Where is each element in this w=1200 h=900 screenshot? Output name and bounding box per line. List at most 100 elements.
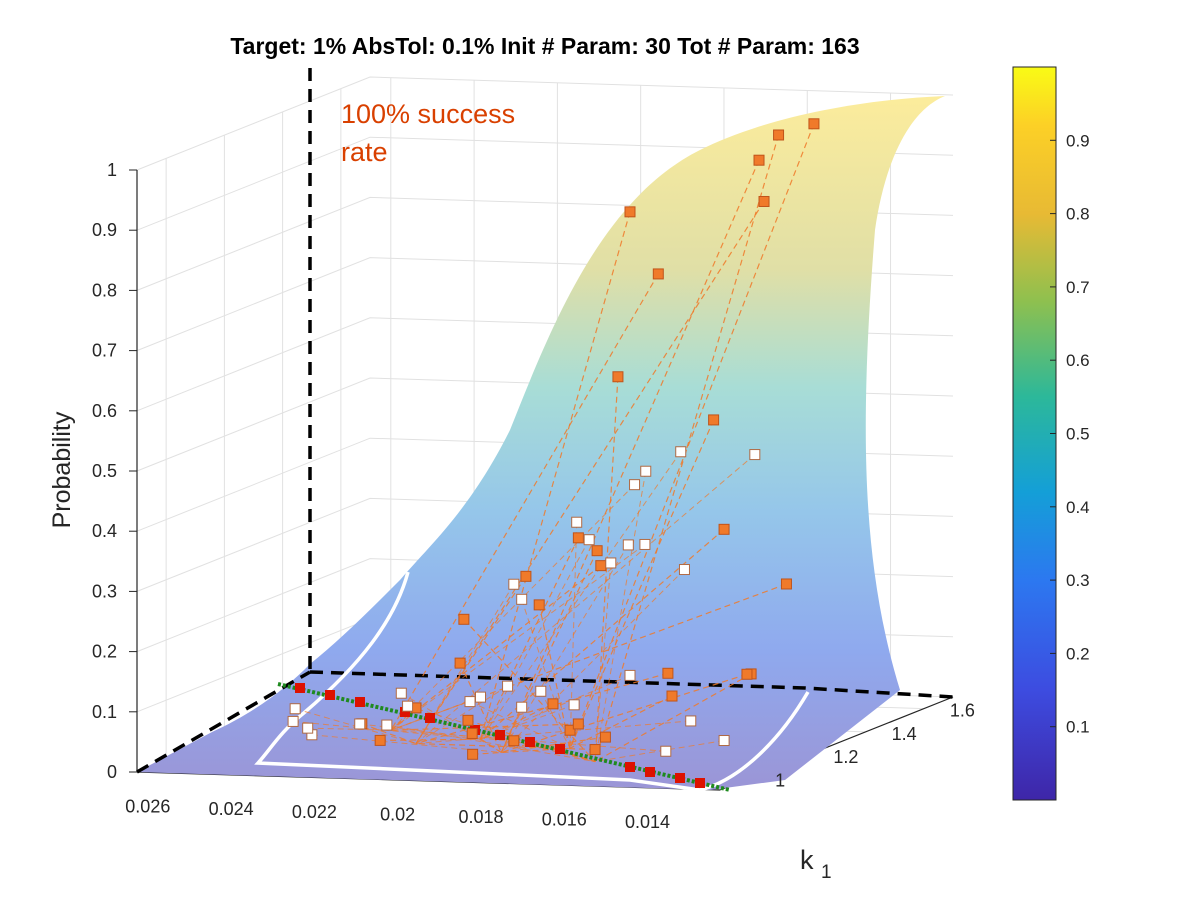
z-tick-label: 1 bbox=[107, 160, 117, 180]
filled-marker bbox=[753, 154, 765, 166]
trajectory-line bbox=[501, 736, 606, 754]
open-marker bbox=[395, 687, 407, 699]
open-marker bbox=[302, 722, 314, 734]
red-marker bbox=[425, 713, 435, 723]
red-marker bbox=[295, 683, 305, 693]
trajectory-line bbox=[390, 484, 635, 731]
filled-marker bbox=[808, 118, 820, 130]
red-marker bbox=[625, 762, 635, 772]
z-tick-label: 0.5 bbox=[92, 461, 117, 481]
open-marker bbox=[516, 701, 528, 713]
trajectory-line bbox=[480, 703, 554, 740]
red-marker bbox=[355, 697, 365, 707]
boundary-dashed-floor-left bbox=[136, 670, 311, 774]
filled-marker bbox=[572, 718, 584, 730]
filled-marker bbox=[666, 690, 678, 702]
trajectory-line bbox=[594, 134, 780, 762]
annotation-success-line2: rate bbox=[341, 137, 388, 167]
open-marker bbox=[685, 715, 697, 727]
colorbar-tick-label: 0.9 bbox=[1066, 131, 1090, 150]
z-tick-label: 0.7 bbox=[92, 341, 117, 361]
open-marker bbox=[568, 699, 580, 711]
colorbar-tick-label: 0.1 bbox=[1066, 718, 1090, 737]
trajectory-lines bbox=[293, 123, 815, 763]
green-series-line bbox=[277, 682, 731, 792]
z-tick-label: 0 bbox=[107, 762, 117, 782]
x-axis-label-subscript: 1 bbox=[821, 862, 832, 883]
trajectory-line bbox=[569, 123, 815, 749]
open-marker bbox=[605, 557, 617, 569]
z-tick-label: 0.6 bbox=[92, 401, 117, 421]
data-markers bbox=[287, 118, 820, 760]
z-tick-label: 0.4 bbox=[92, 521, 117, 541]
filled-marker bbox=[589, 744, 601, 756]
filled-marker bbox=[467, 748, 479, 760]
open-marker bbox=[508, 578, 520, 590]
trajectory-line bbox=[594, 471, 647, 762]
red-marker bbox=[695, 778, 705, 788]
open-marker bbox=[571, 516, 583, 528]
trajectory-line bbox=[500, 159, 760, 753]
trajectory-line bbox=[521, 599, 571, 749]
open-marker bbox=[640, 465, 652, 477]
filled-marker bbox=[758, 195, 770, 207]
trajectory-line bbox=[594, 562, 612, 762]
trajectory-line bbox=[569, 695, 673, 749]
colorbar-ticks: 0.1 0.2 0.3 0.4 0.5 0.6 0.7 0.8 0.9 bbox=[1050, 131, 1090, 737]
filled-marker bbox=[599, 731, 611, 743]
trajectory-line bbox=[415, 454, 756, 744]
x-axis-label-main: k bbox=[800, 845, 814, 875]
annotation-success-line1: 100% success bbox=[341, 99, 515, 129]
trajectory-line bbox=[390, 273, 659, 731]
open-marker bbox=[622, 539, 634, 551]
open-marker bbox=[629, 479, 641, 491]
trajectory-line bbox=[415, 201, 765, 744]
filled-marker bbox=[454, 657, 466, 669]
trajectory-line bbox=[500, 544, 629, 753]
open-marker bbox=[287, 715, 299, 727]
filled-marker bbox=[547, 698, 559, 710]
x-tick-label: 0.014 bbox=[625, 812, 670, 832]
z-axis-label: Probability bbox=[48, 411, 76, 528]
colorbar-tick-label: 0.4 bbox=[1066, 498, 1090, 517]
colorbar-tick-label: 0.8 bbox=[1066, 205, 1090, 224]
trajectory-line bbox=[415, 576, 527, 744]
x-tick-label: 0.024 bbox=[209, 799, 254, 819]
red-marker bbox=[400, 707, 410, 717]
open-marker bbox=[381, 719, 393, 731]
x-tick-label: 0.026 bbox=[125, 797, 170, 817]
probability-contour bbox=[254, 571, 810, 792]
open-marker bbox=[718, 735, 730, 747]
filled-marker bbox=[662, 667, 674, 679]
colorbar-tick-label: 0.3 bbox=[1066, 571, 1090, 590]
z-tick-label: 0.9 bbox=[92, 220, 117, 240]
y-tick-label: 1.6 bbox=[950, 701, 975, 721]
red-marker bbox=[555, 744, 565, 754]
trajectory-line bbox=[480, 451, 682, 740]
open-marker bbox=[678, 564, 690, 576]
open-marker bbox=[749, 449, 761, 461]
open-marker bbox=[464, 696, 476, 708]
open-marker bbox=[289, 703, 301, 715]
trajectory-line bbox=[594, 740, 725, 763]
x-axis-label: k 1 bbox=[800, 845, 832, 883]
trajectory-line bbox=[307, 727, 391, 731]
trajectory-line bbox=[540, 691, 571, 749]
trajectory-line bbox=[500, 706, 523, 753]
filled-marker bbox=[462, 714, 474, 726]
filled-marker bbox=[780, 578, 792, 590]
filled-marker bbox=[458, 613, 470, 625]
trajectory-line bbox=[415, 685, 508, 744]
colorbar-tick-label: 0.7 bbox=[1066, 278, 1090, 297]
y-tick-label: 1.4 bbox=[892, 724, 917, 744]
filled-marker bbox=[624, 206, 636, 218]
red-marker bbox=[525, 737, 535, 747]
trajectory-line bbox=[479, 537, 579, 740]
filled-marker bbox=[572, 532, 584, 544]
open-marker bbox=[639, 538, 651, 550]
open-marker bbox=[402, 700, 414, 712]
open-marker bbox=[583, 534, 595, 546]
open-marker bbox=[474, 691, 486, 703]
y-tick-label: 1 bbox=[775, 770, 785, 790]
